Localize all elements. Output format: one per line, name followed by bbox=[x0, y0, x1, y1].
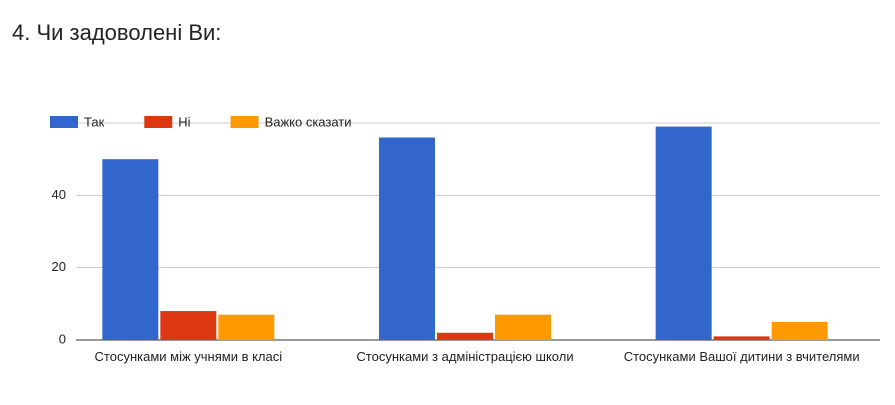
bar bbox=[495, 314, 551, 340]
bar bbox=[655, 126, 712, 340]
bar bbox=[379, 137, 435, 340]
x-tick-label: Стосунками між учнями в класі bbox=[94, 349, 283, 364]
y-tick-label: 20 bbox=[52, 259, 66, 274]
y-tick-label: 0 bbox=[59, 331, 66, 346]
bar bbox=[218, 314, 275, 340]
bar bbox=[160, 311, 217, 340]
bar bbox=[437, 332, 493, 340]
legend-swatch bbox=[50, 116, 78, 128]
bar bbox=[102, 159, 159, 340]
y-tick-label: 40 bbox=[52, 187, 66, 202]
x-tick-label: Стосунками Вашої дитини з вчителями bbox=[623, 349, 860, 364]
legend-label: Ні bbox=[178, 114, 190, 129]
legend-label: Так bbox=[84, 114, 105, 129]
legend-swatch bbox=[230, 116, 259, 128]
bar bbox=[771, 321, 828, 340]
legend-label: Важко сказати bbox=[265, 114, 352, 129]
legend-swatch bbox=[144, 116, 173, 128]
chart-title: 4. Чи задоволені Ви: bbox=[12, 20, 222, 45]
x-tick-label: Стосунками з адміністрацією школи bbox=[356, 349, 574, 364]
bar bbox=[713, 336, 770, 340]
